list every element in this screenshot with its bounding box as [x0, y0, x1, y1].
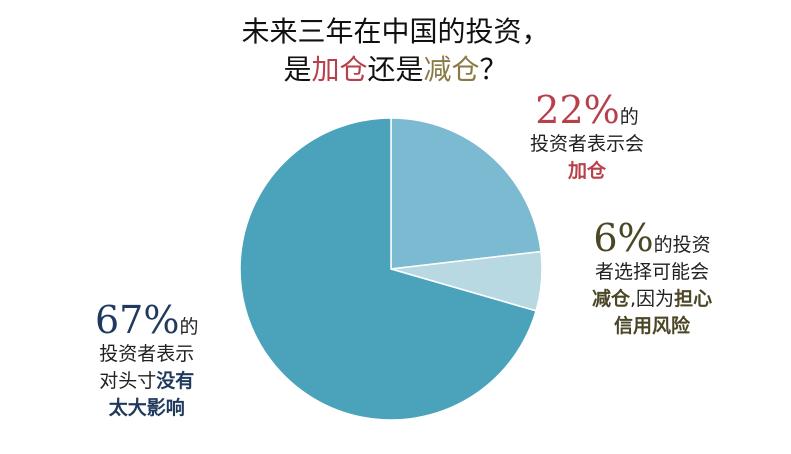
none-percent: 67%	[95, 298, 180, 342]
pie-slice-no-effect	[239, 117, 538, 421]
title-add-word: 加仓	[311, 53, 368, 86]
pie-slice-add	[390, 117, 542, 270]
annotation-none: 67%的 投资者表示 对头寸没有 太大影响	[95, 300, 198, 422]
title-part1: 是	[283, 53, 312, 86]
annotation-add: 22%的 投资者表示会 加仓	[530, 90, 644, 185]
reduce-line3c: 担心	[674, 288, 713, 310]
title-part2: 还是	[367, 53, 424, 86]
title-line1-text: 未来三年在中国的投资，	[241, 15, 550, 48]
title-reduce-word: 减仓	[423, 53, 480, 86]
add-line3: 加仓	[568, 160, 607, 182]
reduce-line1: 的投资	[653, 234, 711, 256]
none-line3a: 对头寸	[99, 370, 157, 392]
none-line4: 太大影响	[108, 397, 185, 419]
reduce-percent: 6%	[593, 216, 654, 260]
annotation-reduce: 6%的投资 者选择可能会 减仓,因为担心 信用风险	[592, 218, 712, 340]
add-line1: 的	[619, 106, 639, 128]
chart-title-line1: 未来三年在中国的投资，	[0, 14, 791, 50]
add-percent: 22%	[535, 88, 620, 132]
none-line3b: 没有	[156, 370, 195, 392]
reduce-line3b: ,因为	[630, 288, 675, 310]
add-line2: 投资者表示会	[530, 133, 645, 155]
none-line2: 投资者表示	[99, 343, 195, 365]
chart-title-line2: 是加仓还是减仓？	[0, 52, 791, 88]
reduce-line4: 信用风险	[614, 315, 691, 337]
reduce-line3a: 减仓	[592, 288, 631, 310]
title-end: ？	[479, 53, 508, 86]
none-line1: 的	[179, 316, 199, 338]
reduce-line2: 者选择可能会	[595, 261, 710, 283]
